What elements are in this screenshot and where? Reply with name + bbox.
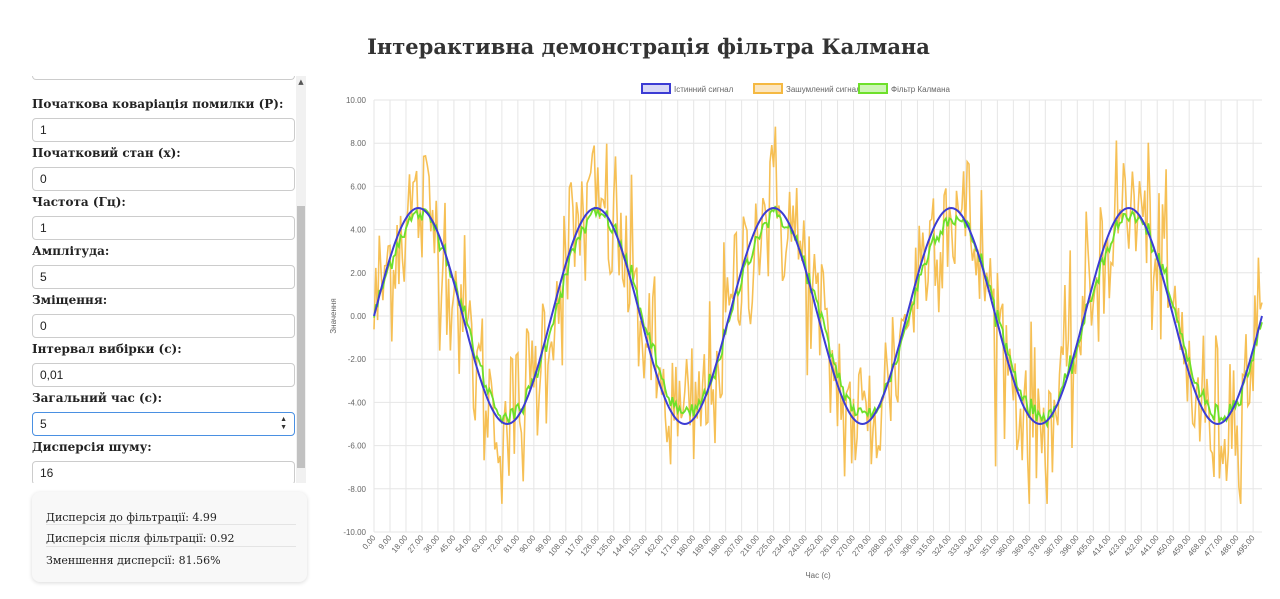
scrollbar-thumb[interactable] [297, 206, 305, 468]
y-axis-label: Значення [329, 298, 338, 333]
field-offset: Зміщення: 0 [32, 293, 295, 338]
sampling-interval-input[interactable]: 0,01 [32, 363, 295, 387]
field-label: Початкова коваріація помилки (P): [32, 97, 284, 111]
controls-panel: Початкова коваріація помилки (P): 1 Поча… [26, 76, 306, 483]
field-label: Загальний час (с): [32, 391, 163, 405]
chart-area: 10.00 8.00 6.00 4.00 2.00 0.00 -2.00 -4.00 -6.00… [318, 76, 1272, 586]
x-tick-label: 90.00 [518, 533, 538, 555]
field-noise-variance: Дисперсія шуму: 16 [32, 440, 295, 483]
page-title: Інтерактивна демонстрація фільтра Калман… [367, 34, 930, 59]
series-line-true [373, 206, 1263, 426]
field-label: Частота (Гц): [32, 195, 126, 209]
controls-scroll-area: Початкова коваріація помилки (P): 1 Поча… [26, 76, 295, 483]
amplitude-input[interactable]: 5 [32, 265, 295, 289]
controls-scrollbar[interactable]: ▲ [296, 76, 306, 483]
x-tick-label: 18.00 [390, 533, 410, 555]
x-tick-label: 36.00 [422, 533, 442, 555]
field-label: Інтервал вибірки (с): [32, 342, 182, 356]
field-initial-covariance: Початкова коваріація помилки (P): 1 [32, 97, 295, 142]
field-total-time: Загальний час (с): 5 ▲ ▼ [32, 391, 295, 436]
legend-label: Фільтр Калмана [891, 85, 951, 94]
kalman-chart: 10.00 8.00 6.00 4.00 2.00 0.00 -2.00 -4.00 -6.00… [329, 83, 1263, 580]
legend-swatch [753, 83, 783, 94]
y-tick-label: 10.00 [346, 96, 367, 105]
total-time-input[interactable]: 5 ▲ ▼ [32, 412, 295, 436]
legend-label: Зашумлений сигнал [786, 85, 861, 94]
variance-before-text: Дисперсія до фільтрації: 4.99 [46, 511, 217, 524]
legend-swatch [858, 83, 888, 94]
y-tick-label: 6.00 [350, 182, 366, 191]
partial-input-field[interactable] [32, 76, 295, 80]
y-tick-label: 8.00 [350, 139, 366, 148]
field-amplitude: Амплітуда: 5 [32, 244, 295, 289]
y-tick-label: -6.00 [348, 442, 367, 451]
y-tick-label: 0.00 [350, 312, 366, 321]
field-label: Амплітуда: [32, 244, 110, 258]
x-axis-label: Час (с) [805, 571, 831, 580]
variance-reduction-text: Зменшення дисперсії: 81.56% [46, 554, 221, 567]
x-tick-label: 45.00 [438, 533, 458, 555]
field-label: Початковий стан (x): [32, 146, 181, 160]
x-tick-label: 54.00 [454, 533, 474, 555]
scroll-up-arrow-icon[interactable]: ▲ [298, 78, 304, 86]
y-tick-label: -8.00 [348, 485, 367, 494]
x-tick-label: 81.00 [502, 533, 522, 555]
divider [46, 524, 296, 525]
field-label: Дисперсія шуму: [32, 440, 152, 454]
frequency-input[interactable]: 1 [32, 216, 295, 240]
divider [46, 546, 296, 547]
initial-state-input[interactable]: 0 [32, 167, 295, 191]
total-time-value: 5 [40, 417, 47, 431]
field-frequency: Частота (Гц): 1 [32, 195, 295, 240]
field-initial-state: Початковий стан (x): 0 [32, 146, 295, 191]
offset-input[interactable]: 0 [32, 314, 295, 338]
x-tick-label: 27.00 [406, 533, 426, 555]
y-tick-label: 2.00 [350, 269, 366, 278]
y-tick-label: -4.00 [348, 398, 367, 407]
legend-swatch [641, 83, 671, 94]
number-spinner-icon[interactable]: ▲ ▼ [280, 416, 287, 431]
noise-variance-input[interactable]: 16 [32, 461, 295, 483]
initial-covariance-input[interactable]: 1 [32, 118, 295, 142]
x-tick-label: 72.00 [486, 533, 506, 555]
y-tick-label: 4.00 [350, 226, 366, 235]
variance-after-text: Дисперсія після фільтрації: 0.92 [46, 532, 235, 545]
y-tick-label: -10.00 [343, 528, 366, 537]
y-tick-label: -2.00 [348, 355, 367, 364]
field-sampling-interval: Інтервал вибірки (с): 0,01 [32, 342, 295, 387]
field-label: Зміщення: [32, 293, 108, 307]
stats-panel: Дисперсія до фільтрації: 4.99 Дисперсія … [32, 492, 307, 582]
x-tick-label: 63.00 [470, 533, 490, 555]
legend-label: Істинний сигнал [674, 85, 734, 94]
